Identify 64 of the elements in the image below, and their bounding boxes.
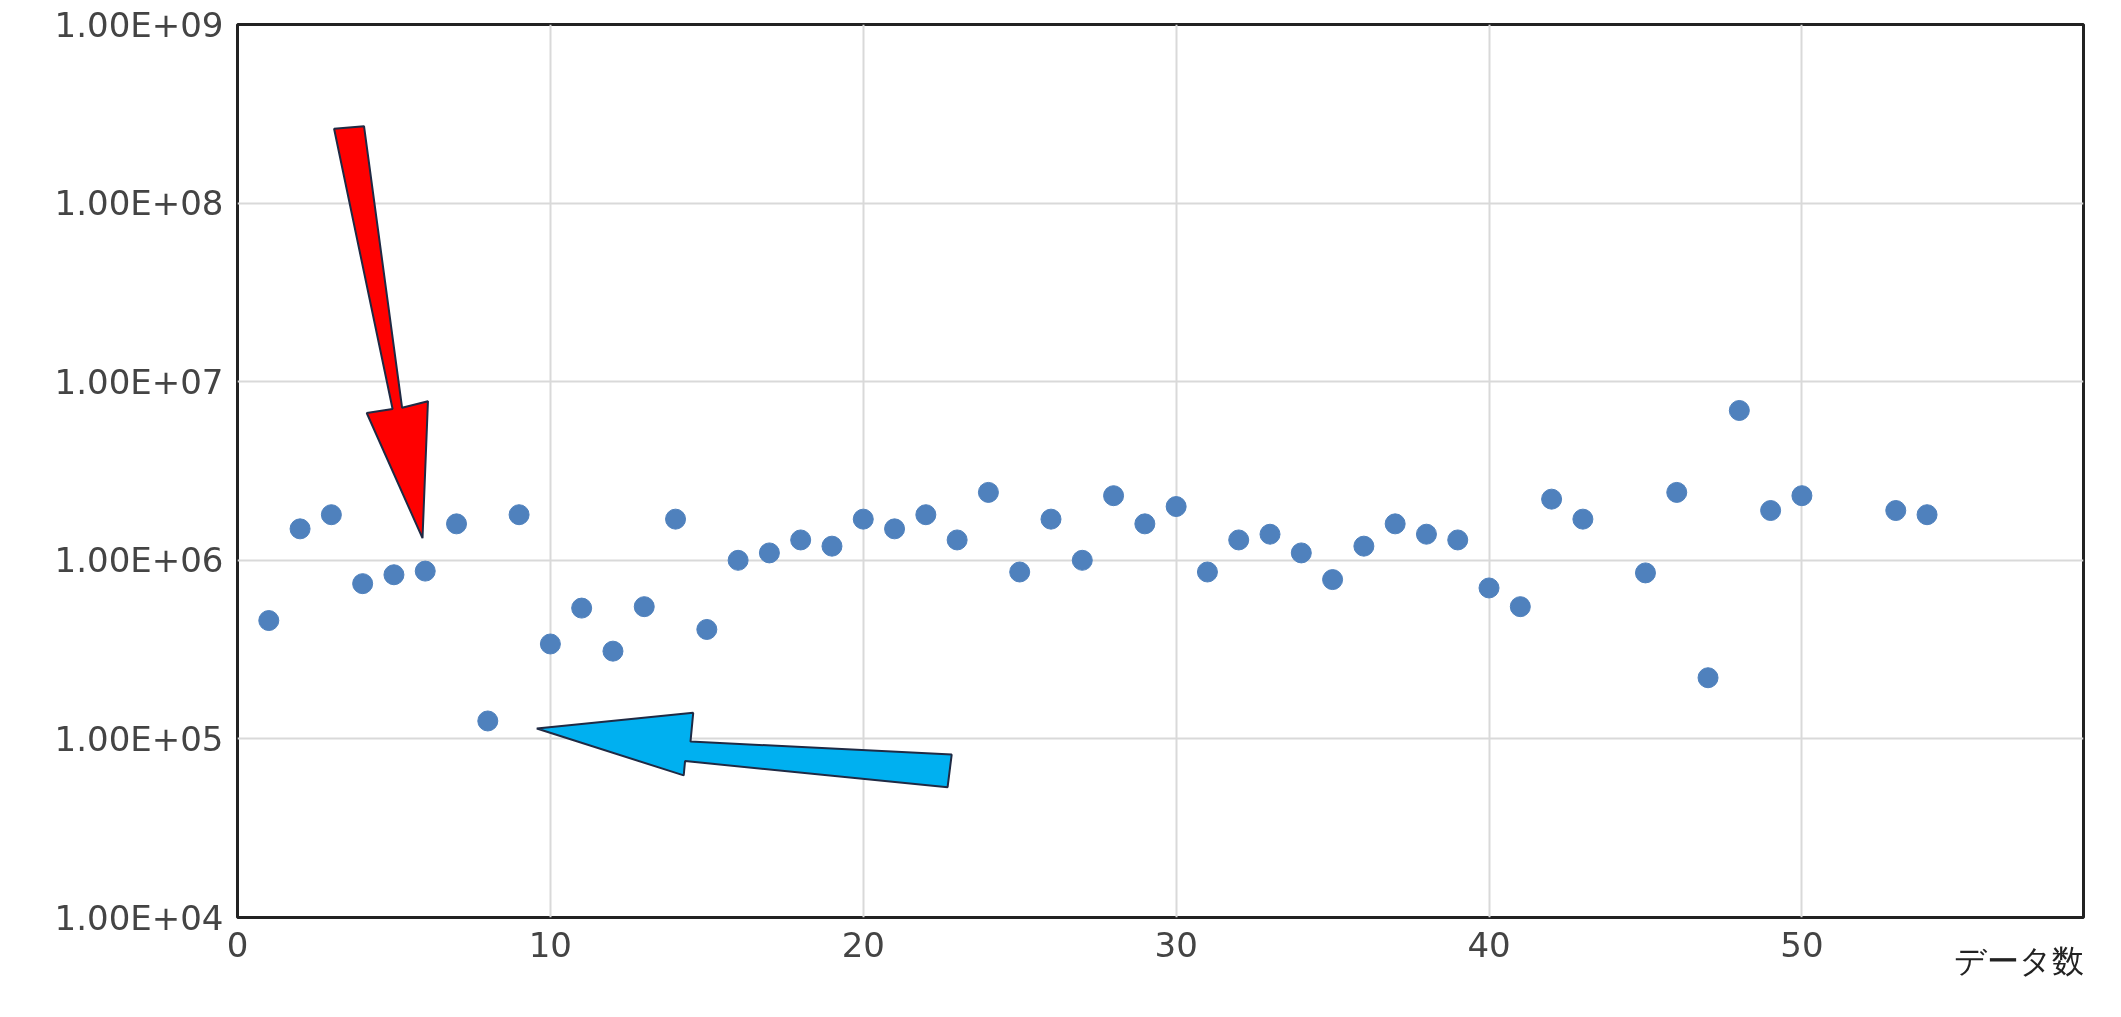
point bbox=[1384, 513, 1406, 535]
y-tick-label: 1.00E+04 bbox=[54, 897, 224, 938]
point bbox=[1572, 508, 1594, 530]
point bbox=[446, 513, 468, 535]
point bbox=[1916, 504, 1938, 526]
point bbox=[915, 504, 937, 526]
x-axis-title: データ数 bbox=[1953, 941, 2084, 980]
x-tick-label: 0 bbox=[226, 924, 249, 965]
point bbox=[1509, 596, 1531, 618]
point bbox=[1290, 542, 1312, 564]
point bbox=[1728, 400, 1750, 421]
point bbox=[1134, 513, 1156, 535]
point bbox=[539, 633, 561, 655]
point bbox=[696, 618, 718, 640]
y-tick-label: 1.00E+08 bbox=[54, 183, 224, 224]
point bbox=[383, 564, 405, 586]
point bbox=[1071, 549, 1093, 571]
point bbox=[258, 610, 280, 632]
point bbox=[414, 560, 436, 582]
point bbox=[821, 535, 843, 557]
point bbox=[508, 504, 530, 526]
point bbox=[477, 710, 499, 732]
y-tick-label: 1.00E+05 bbox=[54, 718, 224, 759]
point bbox=[571, 597, 593, 619]
point bbox=[352, 573, 374, 595]
point bbox=[977, 481, 999, 503]
point bbox=[1228, 529, 1250, 551]
point bbox=[790, 529, 812, 551]
point bbox=[665, 508, 687, 530]
point bbox=[1885, 500, 1907, 521]
point bbox=[1040, 508, 1062, 530]
point bbox=[1634, 562, 1656, 584]
point bbox=[1541, 488, 1563, 510]
point bbox=[1415, 523, 1437, 545]
point bbox=[1103, 485, 1125, 507]
point bbox=[1165, 496, 1187, 518]
point bbox=[602, 640, 624, 662]
point bbox=[1791, 485, 1813, 507]
point bbox=[289, 518, 311, 540]
point bbox=[1322, 569, 1344, 591]
point bbox=[758, 542, 780, 564]
x-tick-label: 10 bbox=[528, 924, 573, 965]
point bbox=[1697, 667, 1719, 689]
x-tick-label: 50 bbox=[1780, 924, 1824, 965]
point bbox=[852, 508, 874, 530]
point bbox=[1353, 535, 1375, 557]
point bbox=[1009, 561, 1031, 583]
y-tick-label: 1.00E+07 bbox=[54, 361, 224, 402]
point bbox=[1478, 577, 1500, 599]
point bbox=[633, 596, 655, 618]
point bbox=[1196, 561, 1218, 583]
y-tick-label: 1.00E+09 bbox=[54, 4, 224, 45]
x-tick-label: 40 bbox=[1467, 924, 1511, 965]
point bbox=[320, 504, 342, 526]
y-tick-label: 1.00E+06 bbox=[54, 540, 224, 581]
point bbox=[1447, 529, 1469, 551]
x-tick-label: 30 bbox=[1154, 924, 1198, 965]
point bbox=[727, 549, 749, 571]
x-tick-label: 20 bbox=[841, 924, 885, 965]
point bbox=[884, 518, 906, 540]
point bbox=[946, 529, 968, 551]
point bbox=[1259, 523, 1281, 545]
point bbox=[1666, 481, 1688, 503]
point bbox=[1760, 500, 1782, 521]
